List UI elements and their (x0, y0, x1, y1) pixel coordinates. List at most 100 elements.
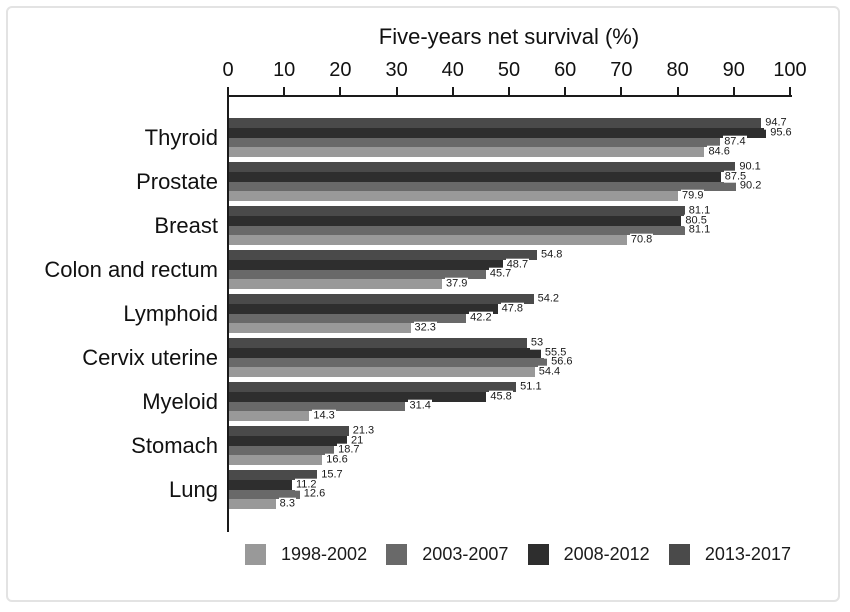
bar: 32.3 (229, 321, 437, 335)
category-row: Myeloid 51.1 45.8 31.4 14.3 (142, 380, 791, 423)
value-label: 55.5 (543, 346, 568, 359)
category-row: Thyroid 94.7 95.6 87.4 84.6 (145, 116, 793, 159)
category-label: Thyroid (144, 125, 218, 150)
category-row: Cervix uterine 53 55.5 56.6 54.4 (82, 336, 791, 379)
bar: 21 (229, 434, 365, 447)
legend-swatch (527, 544, 549, 565)
category-label: Cervix uterine (82, 345, 218, 370)
legend-label: 2013-2017 (704, 544, 791, 564)
value-label: 16.6 (325, 453, 349, 467)
bar: 90.2 (229, 180, 763, 193)
category-row: Colon and rectum 54.8 48.7 45.7 37.9 (44, 248, 791, 291)
legend-item: 1998-2002 (245, 544, 367, 565)
bar: 12.6 (229, 488, 327, 501)
value-label: 80.5 (684, 214, 708, 227)
bar: 84.6 (229, 145, 731, 159)
value-label: 87.5 (723, 170, 748, 183)
value-label: 53 (529, 336, 545, 350)
legend-label: 2003-2007 (422, 544, 509, 564)
value-label: 79.9 (681, 189, 705, 203)
bar: 15.7 (229, 468, 344, 482)
bar: 95.6 (229, 126, 793, 139)
category-row: Lymphoid 54.2 47.8 42.2 32.3 (123, 292, 791, 335)
bar: 11.2 (229, 478, 318, 491)
bar: 79.9 (229, 189, 705, 203)
value-label: 14.3 (312, 409, 336, 423)
x-tick-label: 50 (497, 59, 521, 81)
x-tick-mark (339, 87, 342, 95)
bar: 53 (229, 336, 545, 350)
bar: 81.1 (229, 204, 712, 218)
value-label: 70.8 (629, 233, 654, 247)
bar: 48.7 (229, 258, 530, 271)
legend-item: 2003-2007 (386, 544, 508, 565)
x-tick-mark (227, 87, 229, 95)
value-label: 81.1 (687, 204, 712, 218)
bar: 31.4 (229, 400, 432, 413)
x-tick-label: 30 (385, 59, 408, 81)
value-label: 15.7 (320, 468, 344, 482)
value-label: 12.6 (302, 488, 327, 501)
bar: 14.3 (229, 409, 336, 423)
value-label: 48.7 (505, 258, 530, 271)
value-label: 18.7 (337, 444, 361, 457)
value-label: 31.4 (408, 400, 432, 413)
value-label: 84.6 (707, 145, 731, 159)
bar: 45.8 (229, 390, 513, 403)
value-label: 45.8 (489, 390, 513, 403)
x-tick-mark (508, 87, 510, 95)
x-axis-line (227, 95, 792, 97)
bar: 54.8 (229, 248, 564, 262)
category-label: Colon and rectum (44, 257, 218, 282)
bar: 54.4 (229, 365, 562, 379)
value-label: 54.8 (539, 248, 564, 262)
x-tick-label: 90 (722, 59, 745, 81)
value-label: 51.1 (519, 380, 543, 394)
x-tick-label: 10 (273, 59, 296, 81)
category-label: Lung (169, 477, 218, 502)
value-label: 56.6 (550, 356, 574, 369)
category-row: Breast 81.1 80.5 81.1 70.8 (154, 204, 791, 247)
value-label: 37.9 (444, 277, 469, 291)
legend-label: 1998-2002 (281, 544, 368, 564)
value-label: 11.2 (294, 478, 318, 491)
bar: 70.8 (229, 233, 654, 247)
value-label: 90.2 (738, 180, 763, 193)
x-tick-mark (564, 87, 567, 95)
legend-label: 2008-2012 (563, 544, 650, 564)
value-label: 81.1 (687, 224, 712, 237)
bar: 80.5 (229, 214, 708, 227)
bar: 94.7 (229, 116, 788, 130)
bar: 87.4 (229, 136, 747, 149)
value-label: 54.2 (536, 292, 561, 306)
chart-title: Five-years net survival (%) (378, 24, 640, 49)
category-label: Lymphoid (123, 301, 218, 326)
category-label: Breast (154, 213, 218, 238)
x-tick-label: 70 (610, 59, 633, 81)
x-tick-label: 100 (773, 59, 807, 81)
value-label: 94.7 (764, 116, 788, 130)
bar: 55.5 (229, 346, 568, 359)
x-tick-label: 20 (329, 59, 352, 81)
bar: 54.2 (229, 292, 561, 306)
value-label: 21.3 (351, 424, 376, 438)
legend: 1998-2002 2003-2007 2008-2012 2013-2017 (245, 544, 791, 565)
bar: 45.7 (229, 268, 513, 281)
bar: 42.2 (229, 312, 493, 325)
legend-item: 2008-2012 (527, 544, 650, 565)
x-tick-mark (789, 87, 791, 95)
bar: 87.5 (229, 170, 748, 183)
plot-area: Thyroid 94.7 95.6 87.4 84.6 Prostate 90.1 87.5 9… (44, 116, 793, 514)
bar: 8.3 (229, 497, 296, 511)
category-row: Stomach 21.3 21 18.7 16.6 (131, 424, 791, 467)
x-tick-mark (620, 87, 623, 95)
x-tick-label: 80 (666, 59, 689, 81)
category-label: Prostate (136, 169, 218, 194)
value-label: 8.3 (278, 497, 296, 511)
value-label: 95.6 (769, 126, 793, 139)
y-axis-line (227, 95, 229, 532)
x-tick-label: 60 (554, 59, 577, 81)
bar: 18.7 (229, 444, 361, 457)
category-row: Prostate 90.1 87.5 90.2 79.9 (136, 160, 791, 203)
bar: 16.6 (229, 453, 349, 467)
